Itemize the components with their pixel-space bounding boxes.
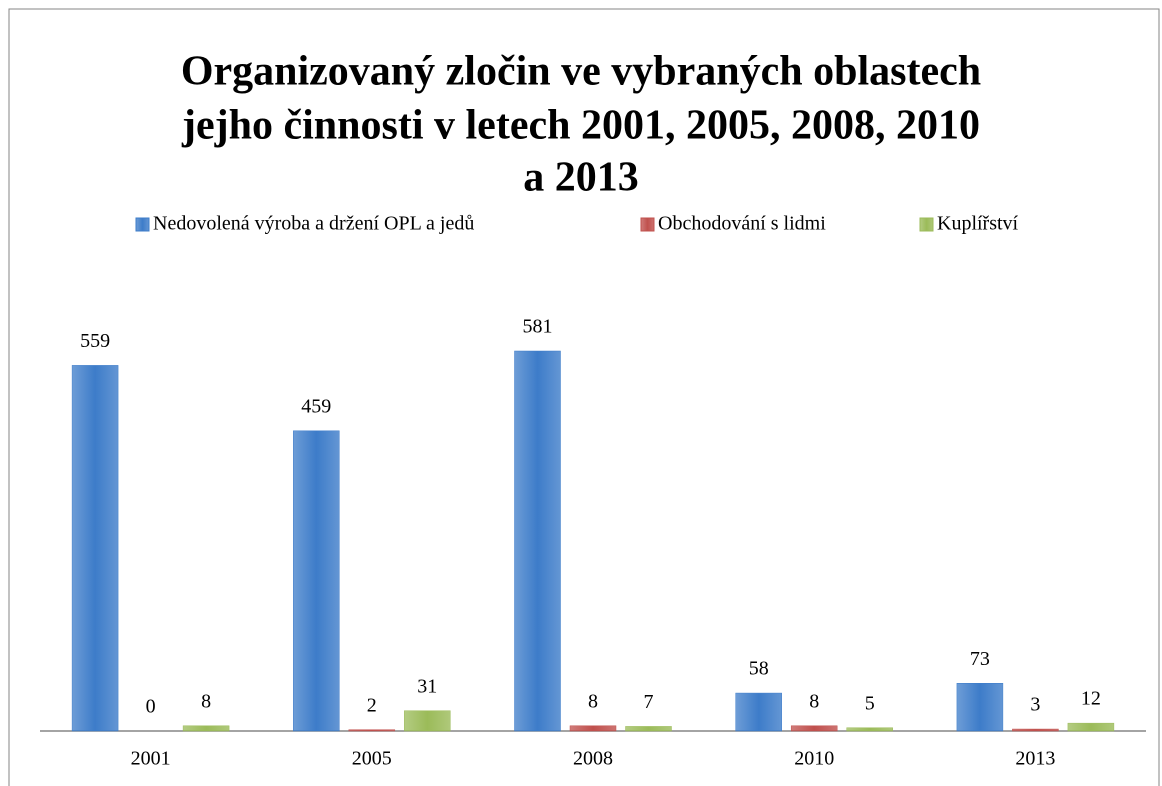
bar bbox=[514, 350, 561, 732]
bar bbox=[625, 726, 672, 732]
bar bbox=[1067, 722, 1115, 732]
data-label: 581 bbox=[523, 316, 553, 338]
data-label: 73 bbox=[970, 648, 990, 670]
data-label: 2 bbox=[367, 694, 377, 716]
legend-label: Nedovolená výroba a držení OPL a jedů bbox=[153, 213, 474, 235]
data-label: 3 bbox=[1030, 694, 1040, 716]
chart-border bbox=[8, 8, 1160, 786]
data-label: 459 bbox=[301, 395, 331, 417]
x-tick-label: 2013 bbox=[1015, 748, 1055, 770]
legend-label: Obchodování s lidmi bbox=[658, 213, 826, 235]
chart-title: a 2013 bbox=[523, 155, 639, 201]
data-label: 7 bbox=[644, 691, 654, 713]
bar bbox=[569, 725, 617, 732]
bar bbox=[404, 710, 451, 732]
chart-title: Organizovaný zločin ve vybraných oblaste… bbox=[181, 49, 981, 95]
bar bbox=[735, 692, 782, 732]
bar bbox=[182, 725, 230, 732]
x-tick-label: 2005 bbox=[352, 748, 392, 770]
legend-label: Kuplířství bbox=[937, 213, 1019, 235]
data-label: 8 bbox=[809, 690, 819, 712]
x-tick-label: 2010 bbox=[794, 748, 834, 770]
bar bbox=[790, 725, 838, 732]
bar bbox=[846, 727, 893, 732]
x-tick-label: 2008 bbox=[573, 748, 613, 770]
data-label: 0 bbox=[146, 696, 156, 718]
data-label: 31 bbox=[417, 675, 437, 697]
legend-swatch bbox=[135, 217, 150, 232]
data-label: 58 bbox=[749, 658, 769, 680]
legend-swatch bbox=[640, 217, 655, 232]
data-label: 8 bbox=[588, 690, 598, 712]
chart-title: jejho činnosti v letech 2001, 2005, 2008… bbox=[181, 103, 980, 149]
x-tick-label: 2001 bbox=[131, 748, 171, 770]
data-label: 5 bbox=[865, 692, 875, 714]
data-label: 8 bbox=[201, 690, 211, 712]
legend-swatch bbox=[919, 217, 934, 232]
bar bbox=[956, 683, 1004, 732]
bar bbox=[348, 729, 396, 732]
bar bbox=[71, 365, 119, 732]
data-label: 12 bbox=[1081, 688, 1101, 710]
data-label: 559 bbox=[80, 330, 110, 352]
bar bbox=[293, 430, 340, 732]
bar bbox=[1012, 728, 1059, 732]
